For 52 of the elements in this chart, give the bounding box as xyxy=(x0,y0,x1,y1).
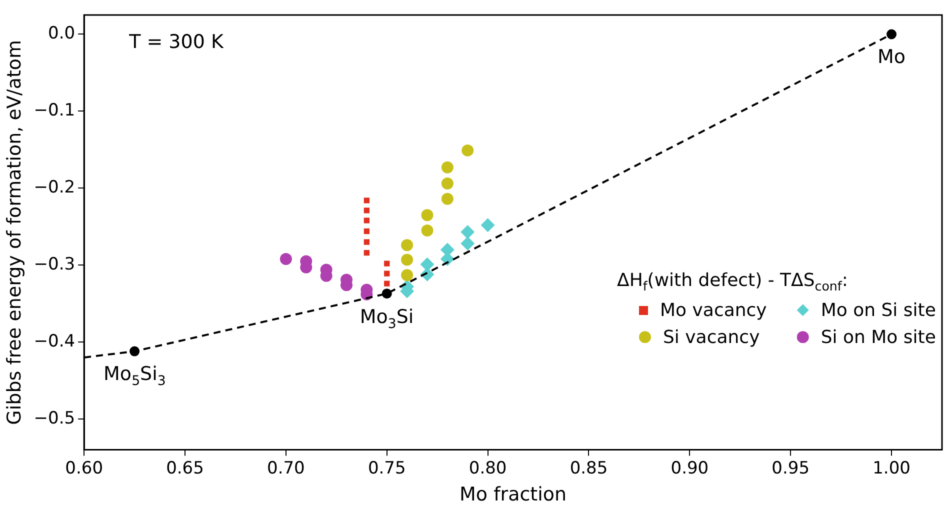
point xyxy=(130,346,140,356)
annotation: T = 300 K xyxy=(129,31,224,53)
point xyxy=(460,225,475,240)
annotation: Mo xyxy=(878,46,906,68)
x-tick-label: 1.00 xyxy=(872,458,910,478)
point xyxy=(441,161,454,174)
point xyxy=(441,192,454,205)
x-tick-label: 0.90 xyxy=(670,458,709,478)
legend-label: Mo on Si site xyxy=(820,300,936,321)
point xyxy=(462,144,474,156)
point xyxy=(364,198,370,204)
point xyxy=(441,178,454,190)
y-tick-label: 0.0 xyxy=(48,24,76,44)
x-tick-label: 0.60 xyxy=(65,458,104,478)
point xyxy=(420,257,434,272)
x-tick-label: 0.75 xyxy=(368,458,406,478)
legend-label: Si vacancy xyxy=(663,326,760,348)
legend-title: ΔH$_{f}$(with defect) - TΔS$_{conf}$: xyxy=(617,270,849,294)
point xyxy=(401,254,414,266)
x-axis-title: Mo fraction xyxy=(460,484,567,506)
point xyxy=(480,218,495,232)
y-tick-label: −0.2 xyxy=(34,178,76,198)
x-tick-label: 0.65 xyxy=(166,458,204,478)
legend-label: Mo vacancy xyxy=(660,300,767,321)
x-tick-label: 0.80 xyxy=(468,458,507,478)
annotation: Mo$_{3}$Si xyxy=(360,306,414,332)
legend-label: Si on Mo site xyxy=(820,326,936,348)
y-tick-label: −0.1 xyxy=(34,100,76,121)
point xyxy=(384,280,390,286)
point xyxy=(364,218,370,224)
point xyxy=(382,288,392,299)
y-axis-title: Gibbs free energy of formation, eV/atom xyxy=(3,40,26,425)
point xyxy=(364,228,370,234)
y-tick-label: −0.4 xyxy=(34,331,76,352)
point xyxy=(421,224,434,236)
point xyxy=(364,208,370,214)
point xyxy=(401,269,414,282)
point xyxy=(886,29,897,40)
point xyxy=(364,250,370,256)
annotation: Mo$_{5}$Si$_{3}$ xyxy=(104,363,166,390)
point xyxy=(384,270,390,276)
point xyxy=(401,239,414,252)
y-tick-label: −0.5 xyxy=(34,408,76,428)
point xyxy=(384,260,390,266)
point xyxy=(364,239,370,245)
x-tick-label: 0.70 xyxy=(267,458,305,478)
y-tick-label: −0.3 xyxy=(34,254,76,275)
x-tick-label: 0.85 xyxy=(570,458,608,478)
point xyxy=(421,209,434,222)
point xyxy=(460,236,475,251)
point xyxy=(280,252,292,265)
x-tick-label: 0.95 xyxy=(772,458,810,478)
